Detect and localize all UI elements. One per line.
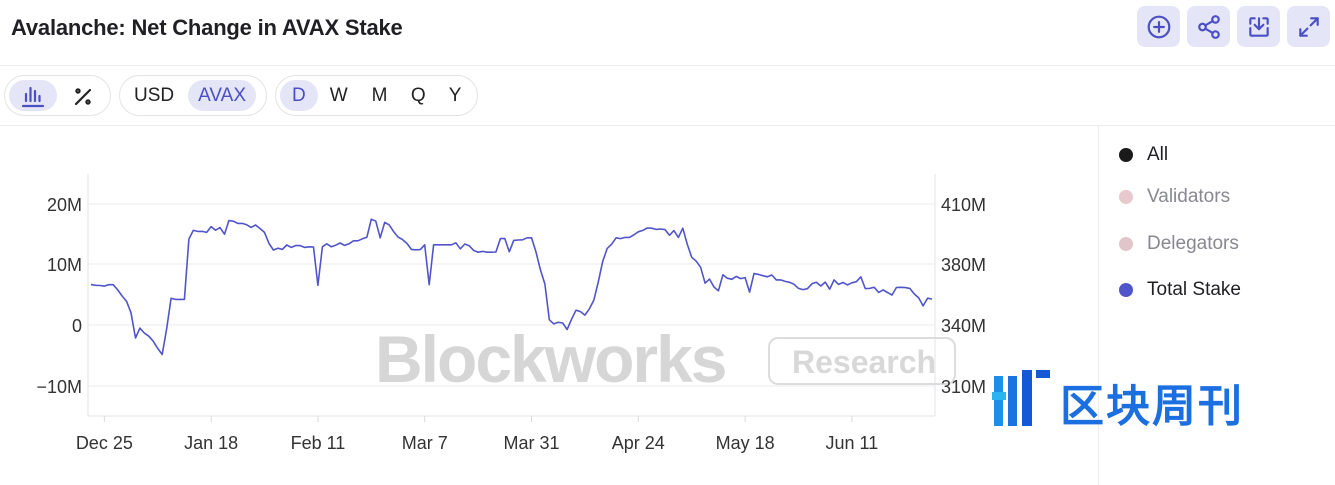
legend-dot (1119, 190, 1133, 204)
publisher-name: 区块周刊 (1060, 381, 1244, 432)
x-tick-label: Dec 25 (76, 433, 133, 453)
series-line-total-stake (90, 218, 933, 356)
x-tick-label: Feb 11 (291, 433, 346, 453)
line-chart: Blockworks Research 20M 10M 0 −10M 410M 380M 3… (36, 174, 986, 453)
currency-toggle: USD AVAX (119, 75, 267, 116)
period-w[interactable]: W (329, 84, 348, 106)
x-tick-label: Mar 31 (504, 433, 560, 453)
share-button[interactable] (1187, 6, 1230, 47)
currency-avax[interactable]: AVAX (188, 80, 256, 111)
y-tick-label-right: 410M (941, 195, 986, 215)
legend-label: Validators (1147, 186, 1231, 207)
publisher-watermark: 区块周刊 (990, 360, 1320, 440)
period-d[interactable]: D (280, 80, 318, 111)
publisher-logo-icon (992, 370, 1050, 426)
legend-item-total-stake[interactable]: Total Stake (1119, 279, 1241, 301)
expand-icon (1298, 16, 1319, 37)
legend-item-validators[interactable]: Validators (1119, 186, 1230, 208)
add-icon (1147, 15, 1170, 38)
x-tick-label: Apr 24 (612, 433, 665, 453)
legend: All Validators Delegators Total Stake (1098, 126, 1335, 485)
period-m[interactable]: M (371, 84, 388, 106)
series-layer (90, 218, 933, 356)
y-tick-label-right: 310M (941, 377, 986, 397)
legend-label: Total Stake (1147, 279, 1241, 300)
chart-type-toggle (4, 75, 111, 116)
watermark-tag: Research (792, 344, 936, 380)
watermark-blockworks: Blockworks Research (375, 322, 956, 396)
chart-header: Avalanche: Net Change in AVAX Stake (0, 0, 1335, 66)
legend-dot (1119, 237, 1133, 251)
legend-label: All (1147, 144, 1169, 165)
chart-toolbar: USD AVAX D W M Q Y (0, 66, 1335, 126)
y-tick-label-left: 10M (47, 255, 82, 275)
y-tick-label-right: 380M (941, 255, 986, 275)
legend-item-delegators[interactable]: Delegators (1119, 233, 1239, 255)
period-toggle: D W M Q Y (275, 75, 478, 116)
legend-label: Delegators (1147, 233, 1239, 254)
grid-lines (87, 174, 936, 417)
watermark-brand: Blockworks (375, 322, 725, 396)
y-tick-label-left: 0 (72, 316, 82, 336)
watermark-tag-box (768, 337, 956, 385)
bar-chart-icon (21, 86, 45, 107)
add-button[interactable] (1137, 6, 1180, 47)
y-tick-label-left: −10M (36, 377, 82, 397)
x-tick-label: Mar 7 (402, 433, 448, 453)
header-actions (1137, 6, 1330, 47)
expand-button[interactable] (1287, 6, 1330, 47)
chart-area: Blockworks Research 20M 10M 0 −10M 410M 380M 3… (0, 126, 1098, 485)
legend-dot (1119, 283, 1133, 297)
currency-usd[interactable]: USD (134, 84, 175, 106)
x-tick-label: Jun 11 (826, 433, 879, 453)
share-icon (1197, 14, 1220, 39)
percent-icon (74, 87, 92, 105)
x-tick-label: Jan 18 (184, 433, 238, 453)
legend-dot (1119, 148, 1133, 162)
y-tick-label-left: 20M (47, 195, 82, 215)
period-y[interactable]: Y (448, 84, 462, 106)
y-tick-label-right: 340M (941, 316, 986, 336)
download-icon (1248, 16, 1269, 37)
axes: 20M 10M 0 −10M 410M 380M 340M 310M Dec 25 Jan 18 F… (36, 195, 986, 453)
download-button[interactable] (1237, 6, 1280, 47)
page-title: Avalanche: Net Change in AVAX Stake (11, 15, 403, 40)
percent-toggle[interactable] (61, 80, 105, 111)
legend-item-all[interactable]: All (1119, 144, 1168, 166)
period-q[interactable]: Q (410, 84, 426, 106)
x-tick-label: May 18 (716, 433, 775, 453)
bar-chart-toggle[interactable] (9, 80, 57, 111)
